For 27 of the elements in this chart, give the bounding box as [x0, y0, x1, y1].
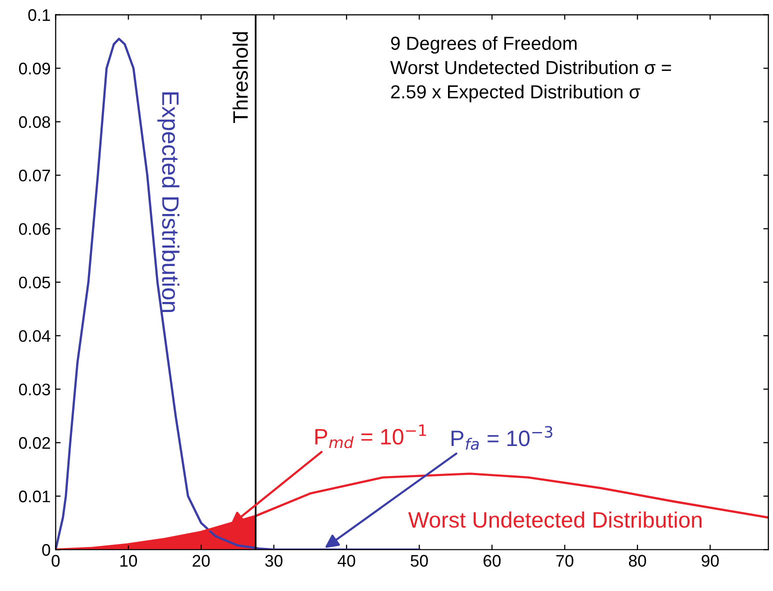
- ref-line-label: Threshold: [232, 32, 248, 123]
- y-tick-label: 0: [42, 544, 50, 556]
- x-tick-label: 0: [52, 554, 60, 567]
- x-tick-label: 50: [410, 554, 428, 567]
- series-label: Worst Undetected Distribution: [408, 511, 702, 528]
- annotation: 9 Degrees of Freedom Worst Undetected Distribution σ = 2.59 x Expected Distribution σ: [390, 36, 671, 102]
- y-tick-label: 0.07: [19, 170, 50, 182]
- x-tick-label: 10: [120, 554, 137, 567]
- y-tick-label: 0.08: [19, 116, 50, 128]
- y-tick-label: 0.06: [19, 223, 50, 235]
- x-tick-label: 70: [556, 554, 574, 567]
- annotation: P$_{fa}$ = 10$^{−3}$: [452, 426, 552, 450]
- y-tick-label: 0.1: [28, 9, 50, 21]
- x-tick-label: 30: [265, 554, 282, 567]
- y-tick-label: 0.04: [19, 330, 50, 342]
- y-tick-label: 0.02: [19, 437, 50, 449]
- y-tick-label: 0.03: [19, 384, 50, 396]
- x-tick-label: 20: [192, 554, 210, 567]
- y-tick-label: 0.01: [19, 490, 50, 502]
- text: Expected Distribution: [157, 92, 180, 312]
- y-tick-label: 0.09: [19, 62, 50, 74]
- x-tick-label: 90: [702, 554, 719, 567]
- x-tick-label: 40: [338, 554, 356, 567]
- x-tick-label: 80: [628, 554, 646, 567]
- annotation: P$_{md}$ = 10$^{−1}$: [315, 424, 426, 448]
- y-tick-label: 0.05: [19, 276, 50, 288]
- x-tick-label: 60: [484, 554, 501, 567]
